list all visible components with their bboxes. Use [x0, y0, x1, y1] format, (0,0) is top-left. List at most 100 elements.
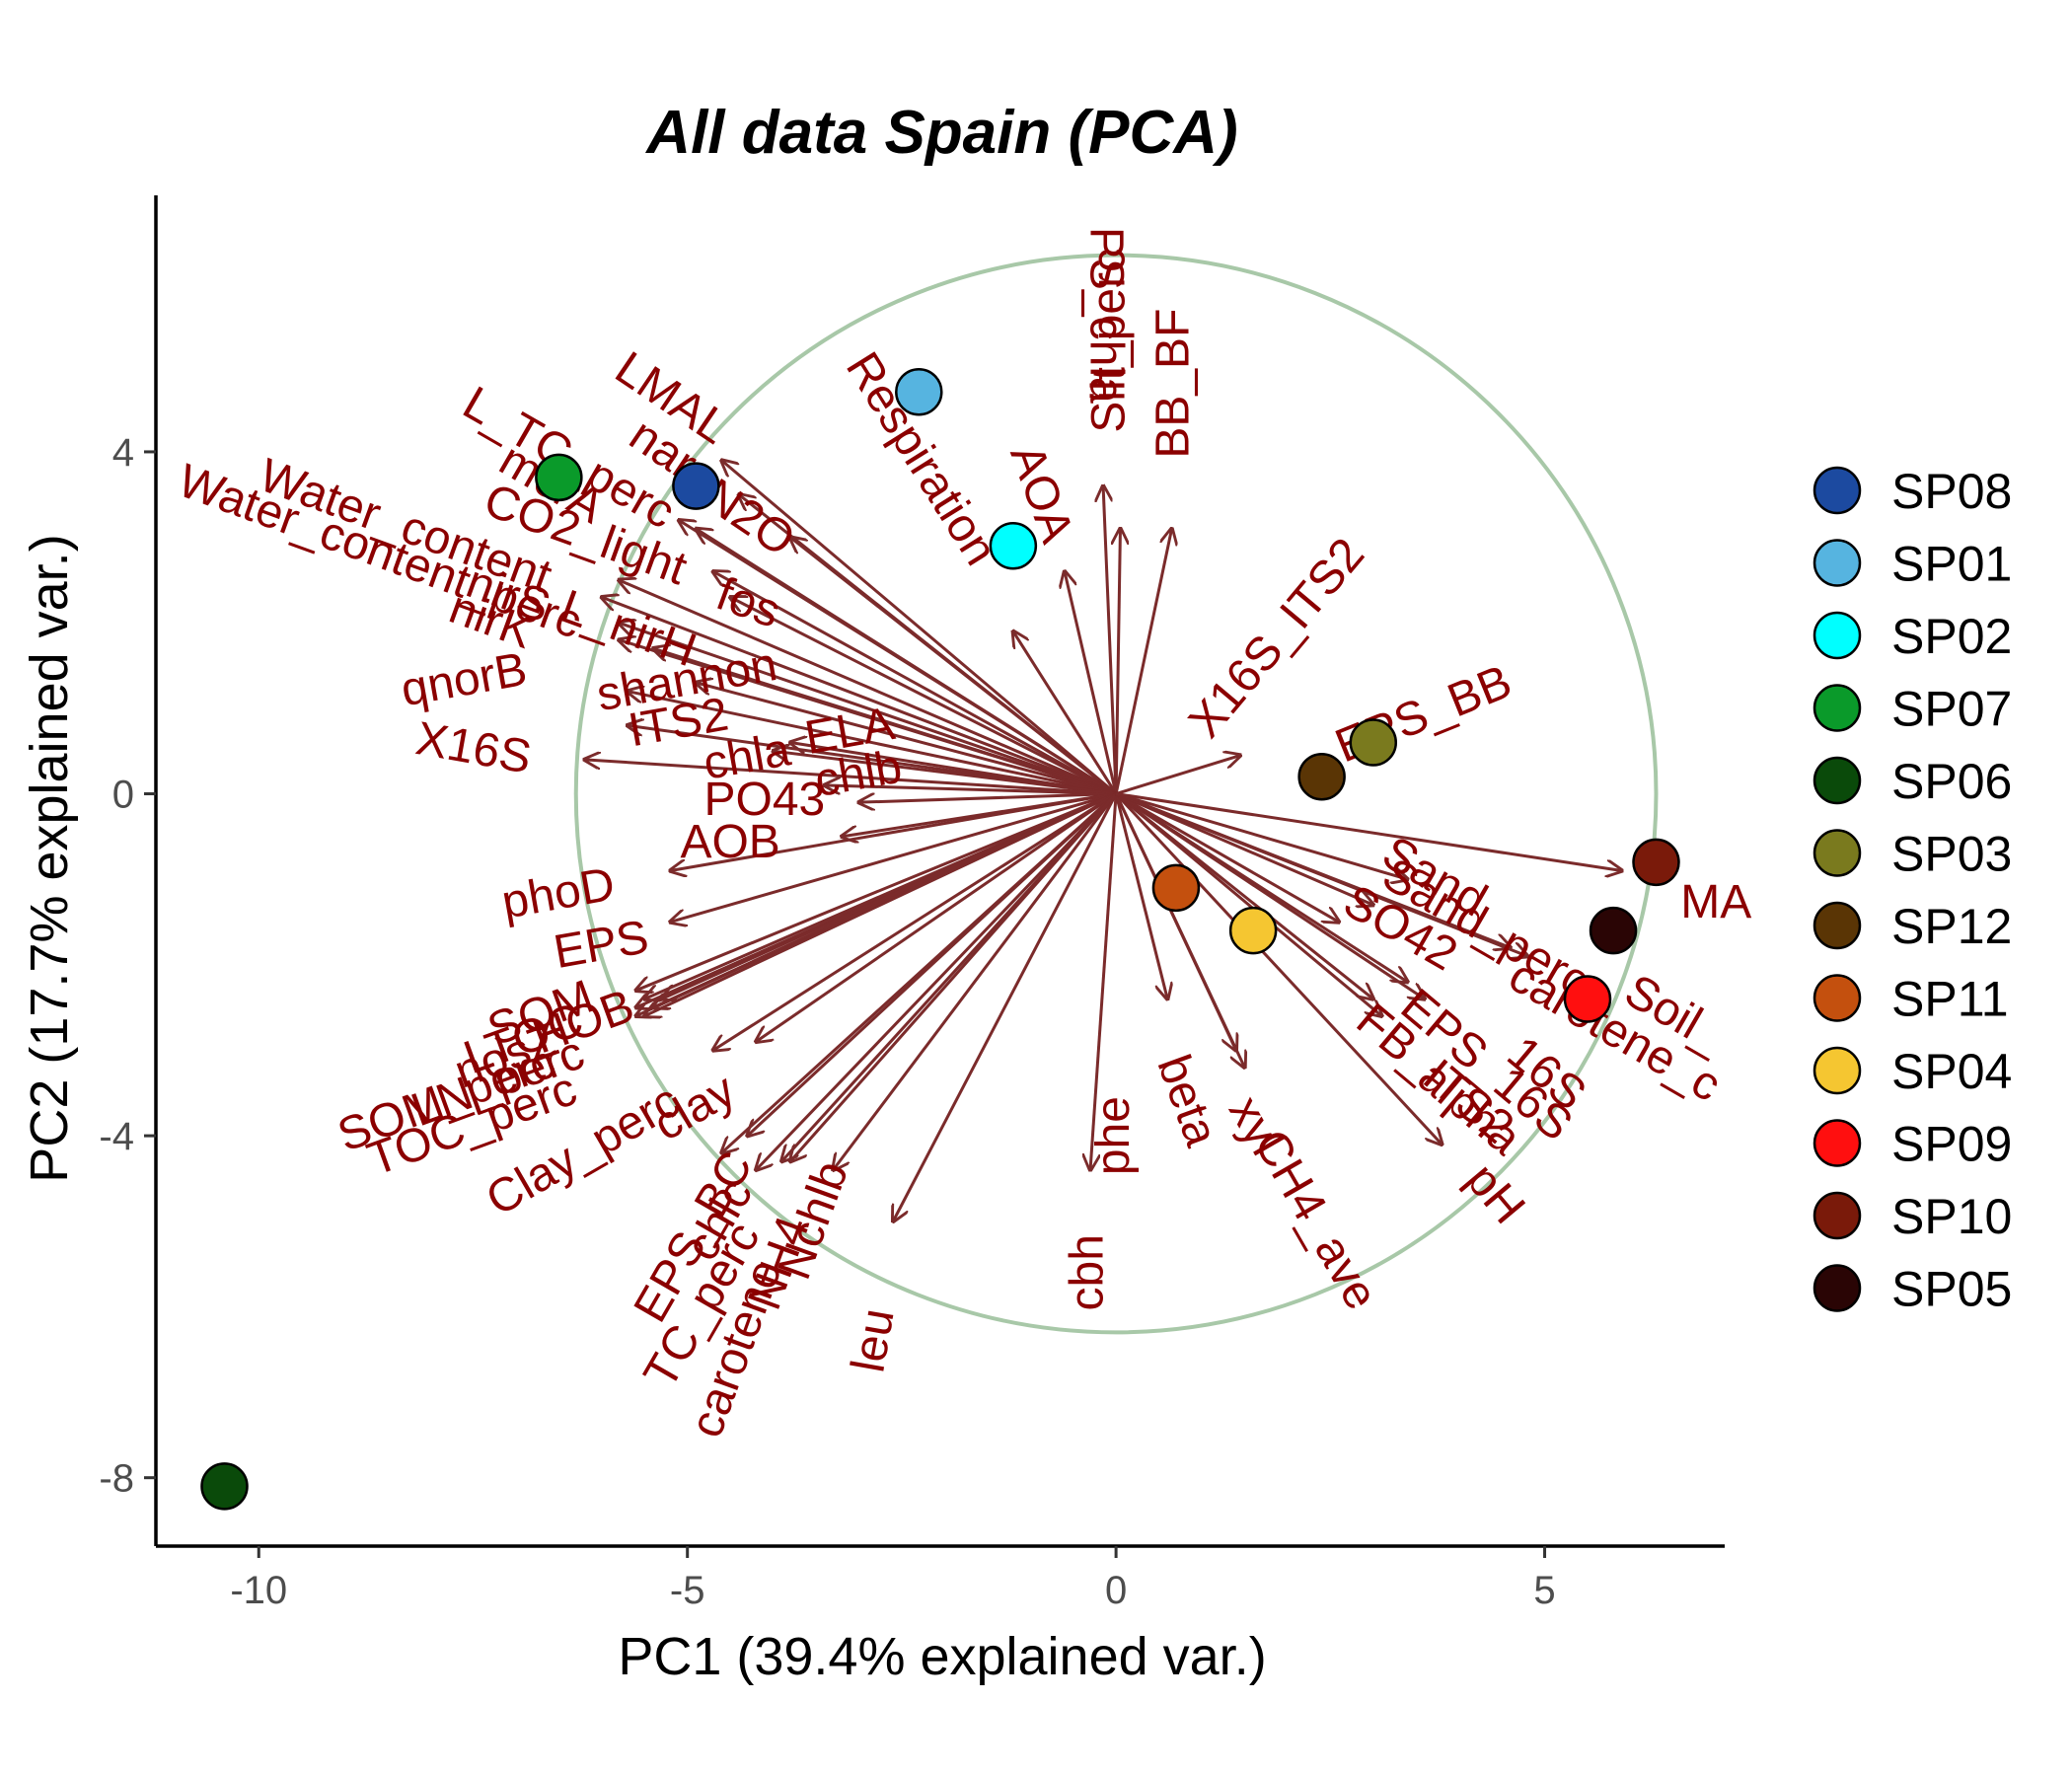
loading-arrow — [1115, 792, 1425, 999]
loading-arrow — [1116, 529, 1120, 794]
y-axis-title: PC2 (17.7% explained var.) — [20, 534, 79, 1182]
x-tick-label: 5 — [1533, 1569, 1555, 1612]
legend-swatch — [1813, 901, 1862, 950]
loading-arrow — [619, 580, 1117, 795]
loading-arrow — [1013, 631, 1118, 795]
loading-arrow — [679, 520, 1117, 795]
loading-arrows — [584, 461, 1621, 1221]
sample-point — [1632, 838, 1680, 887]
loading-label: BB_BF — [1147, 309, 1200, 459]
loading-arrow — [696, 683, 1117, 795]
loading-arrow — [1115, 792, 1373, 906]
loading-arrow — [756, 792, 1118, 1170]
loading-arrow — [721, 792, 1118, 1153]
legend-swatch — [1813, 974, 1862, 1022]
loading-label: X16S_ITS2 — [1179, 529, 1374, 748]
loading-arrow — [1114, 793, 1167, 999]
loading-arrow — [1065, 571, 1118, 794]
x-tick-label: -10 — [230, 1569, 287, 1612]
legend-label: SP03 — [1891, 827, 2012, 882]
sample-points — [200, 368, 1680, 1511]
loading-label: phe — [1087, 1096, 1140, 1175]
legend-label: SP06 — [1891, 754, 2012, 809]
loading-arrow — [893, 792, 1118, 1221]
loading-arrow — [670, 792, 1117, 871]
sample-point — [672, 462, 720, 510]
loading-label: pH — [1456, 1153, 1535, 1233]
sample-point — [1297, 752, 1346, 801]
loading-label: cbh — [1062, 1234, 1114, 1310]
legend-swatch — [1813, 1264, 1862, 1312]
loading-arrow — [833, 792, 1118, 1170]
sample-point — [1228, 906, 1278, 955]
loading-arrow — [1114, 529, 1171, 794]
legend-swatch — [1813, 539, 1862, 587]
loading-arrow — [825, 785, 1117, 796]
legend-label: SP01 — [1891, 537, 2012, 592]
loading-arrow — [602, 597, 1117, 795]
loading-label: X16S — [412, 712, 536, 784]
sample-point — [895, 368, 943, 416]
loading-arrow — [1115, 792, 1442, 1145]
loading-arrow — [790, 538, 1118, 795]
loading-label: Silt_perc — [1082, 249, 1135, 433]
sample-point — [1151, 863, 1201, 913]
sample-point — [1349, 718, 1398, 767]
loading-arrow — [790, 792, 1118, 1162]
loading-arrow — [1115, 792, 1339, 923]
legend-swatch — [1813, 829, 1862, 877]
sample-point — [1589, 906, 1638, 955]
loading-arrow — [713, 571, 1117, 795]
sample-point — [989, 521, 1038, 570]
loading-arrow — [730, 597, 1117, 795]
y-tick-label: 0 — [112, 774, 134, 817]
loading-arrow — [662, 792, 1117, 999]
legend-label: SP08 — [1891, 464, 2012, 519]
chart-title: All data Spain (PCA) — [644, 99, 1237, 167]
loading-label: leu — [842, 1304, 904, 1375]
x-tick-label: 0 — [1105, 1569, 1127, 1612]
loading-label: qnorB — [398, 643, 531, 716]
loading-arrow — [636, 792, 1117, 991]
loading-arrow — [619, 623, 1117, 795]
loading-arrow — [1115, 792, 1373, 999]
loading-arrow — [628, 692, 1117, 795]
x-axis-title: PC1 (39.4% explained var.) — [618, 1627, 1266, 1686]
legend-label: SP07 — [1891, 682, 2012, 737]
loading-arrow — [713, 792, 1117, 1051]
loading-label: PS_chla — [1079, 227, 1132, 404]
loading-label: AOB — [680, 816, 779, 868]
sample-point — [1563, 975, 1612, 1023]
legend-swatch — [1813, 1046, 1862, 1095]
legend-label: SP11 — [1891, 972, 2009, 1027]
legend-label: SP12 — [1891, 899, 2012, 954]
loading-arrow — [1103, 486, 1118, 794]
legend-swatch — [1813, 684, 1862, 732]
legend-swatch — [1813, 1191, 1862, 1240]
loading-arrow — [653, 648, 1117, 795]
x-tick-label: -5 — [670, 1569, 705, 1612]
y-axis-ticks: 4 0 -4 -8 — [99, 431, 156, 1501]
legend-swatch — [1813, 1119, 1862, 1167]
y-tick-label: -4 — [99, 1115, 134, 1158]
loading-arrow — [774, 751, 1117, 796]
legend-swatch — [1813, 756, 1862, 805]
legend-label: SP05 — [1891, 1262, 2012, 1317]
loading-label: CH4_ave — [1243, 1121, 1387, 1318]
loading-arrow — [1115, 792, 1511, 948]
legend: SP08 SP01 SP02 SP07 SP06 SP03 SP12 SP11 SP04 SP09… — [1813, 464, 2012, 1317]
legend-label: SP02 — [1891, 609, 2012, 664]
legend-swatch — [1813, 466, 1862, 515]
loading-label: PO43 — [704, 774, 826, 826]
legend-label: SP10 — [1891, 1189, 2012, 1244]
loading-arrow — [721, 461, 1118, 795]
legend-label: SP04 — [1891, 1044, 2012, 1099]
loading-label: EPS — [550, 911, 652, 979]
loading-arrow — [858, 792, 1117, 803]
loading-arrow — [1115, 756, 1240, 795]
loading-arrow — [1090, 793, 1118, 1170]
loading-arrow — [1114, 792, 1236, 1051]
correlation-circle — [573, 253, 1659, 1335]
